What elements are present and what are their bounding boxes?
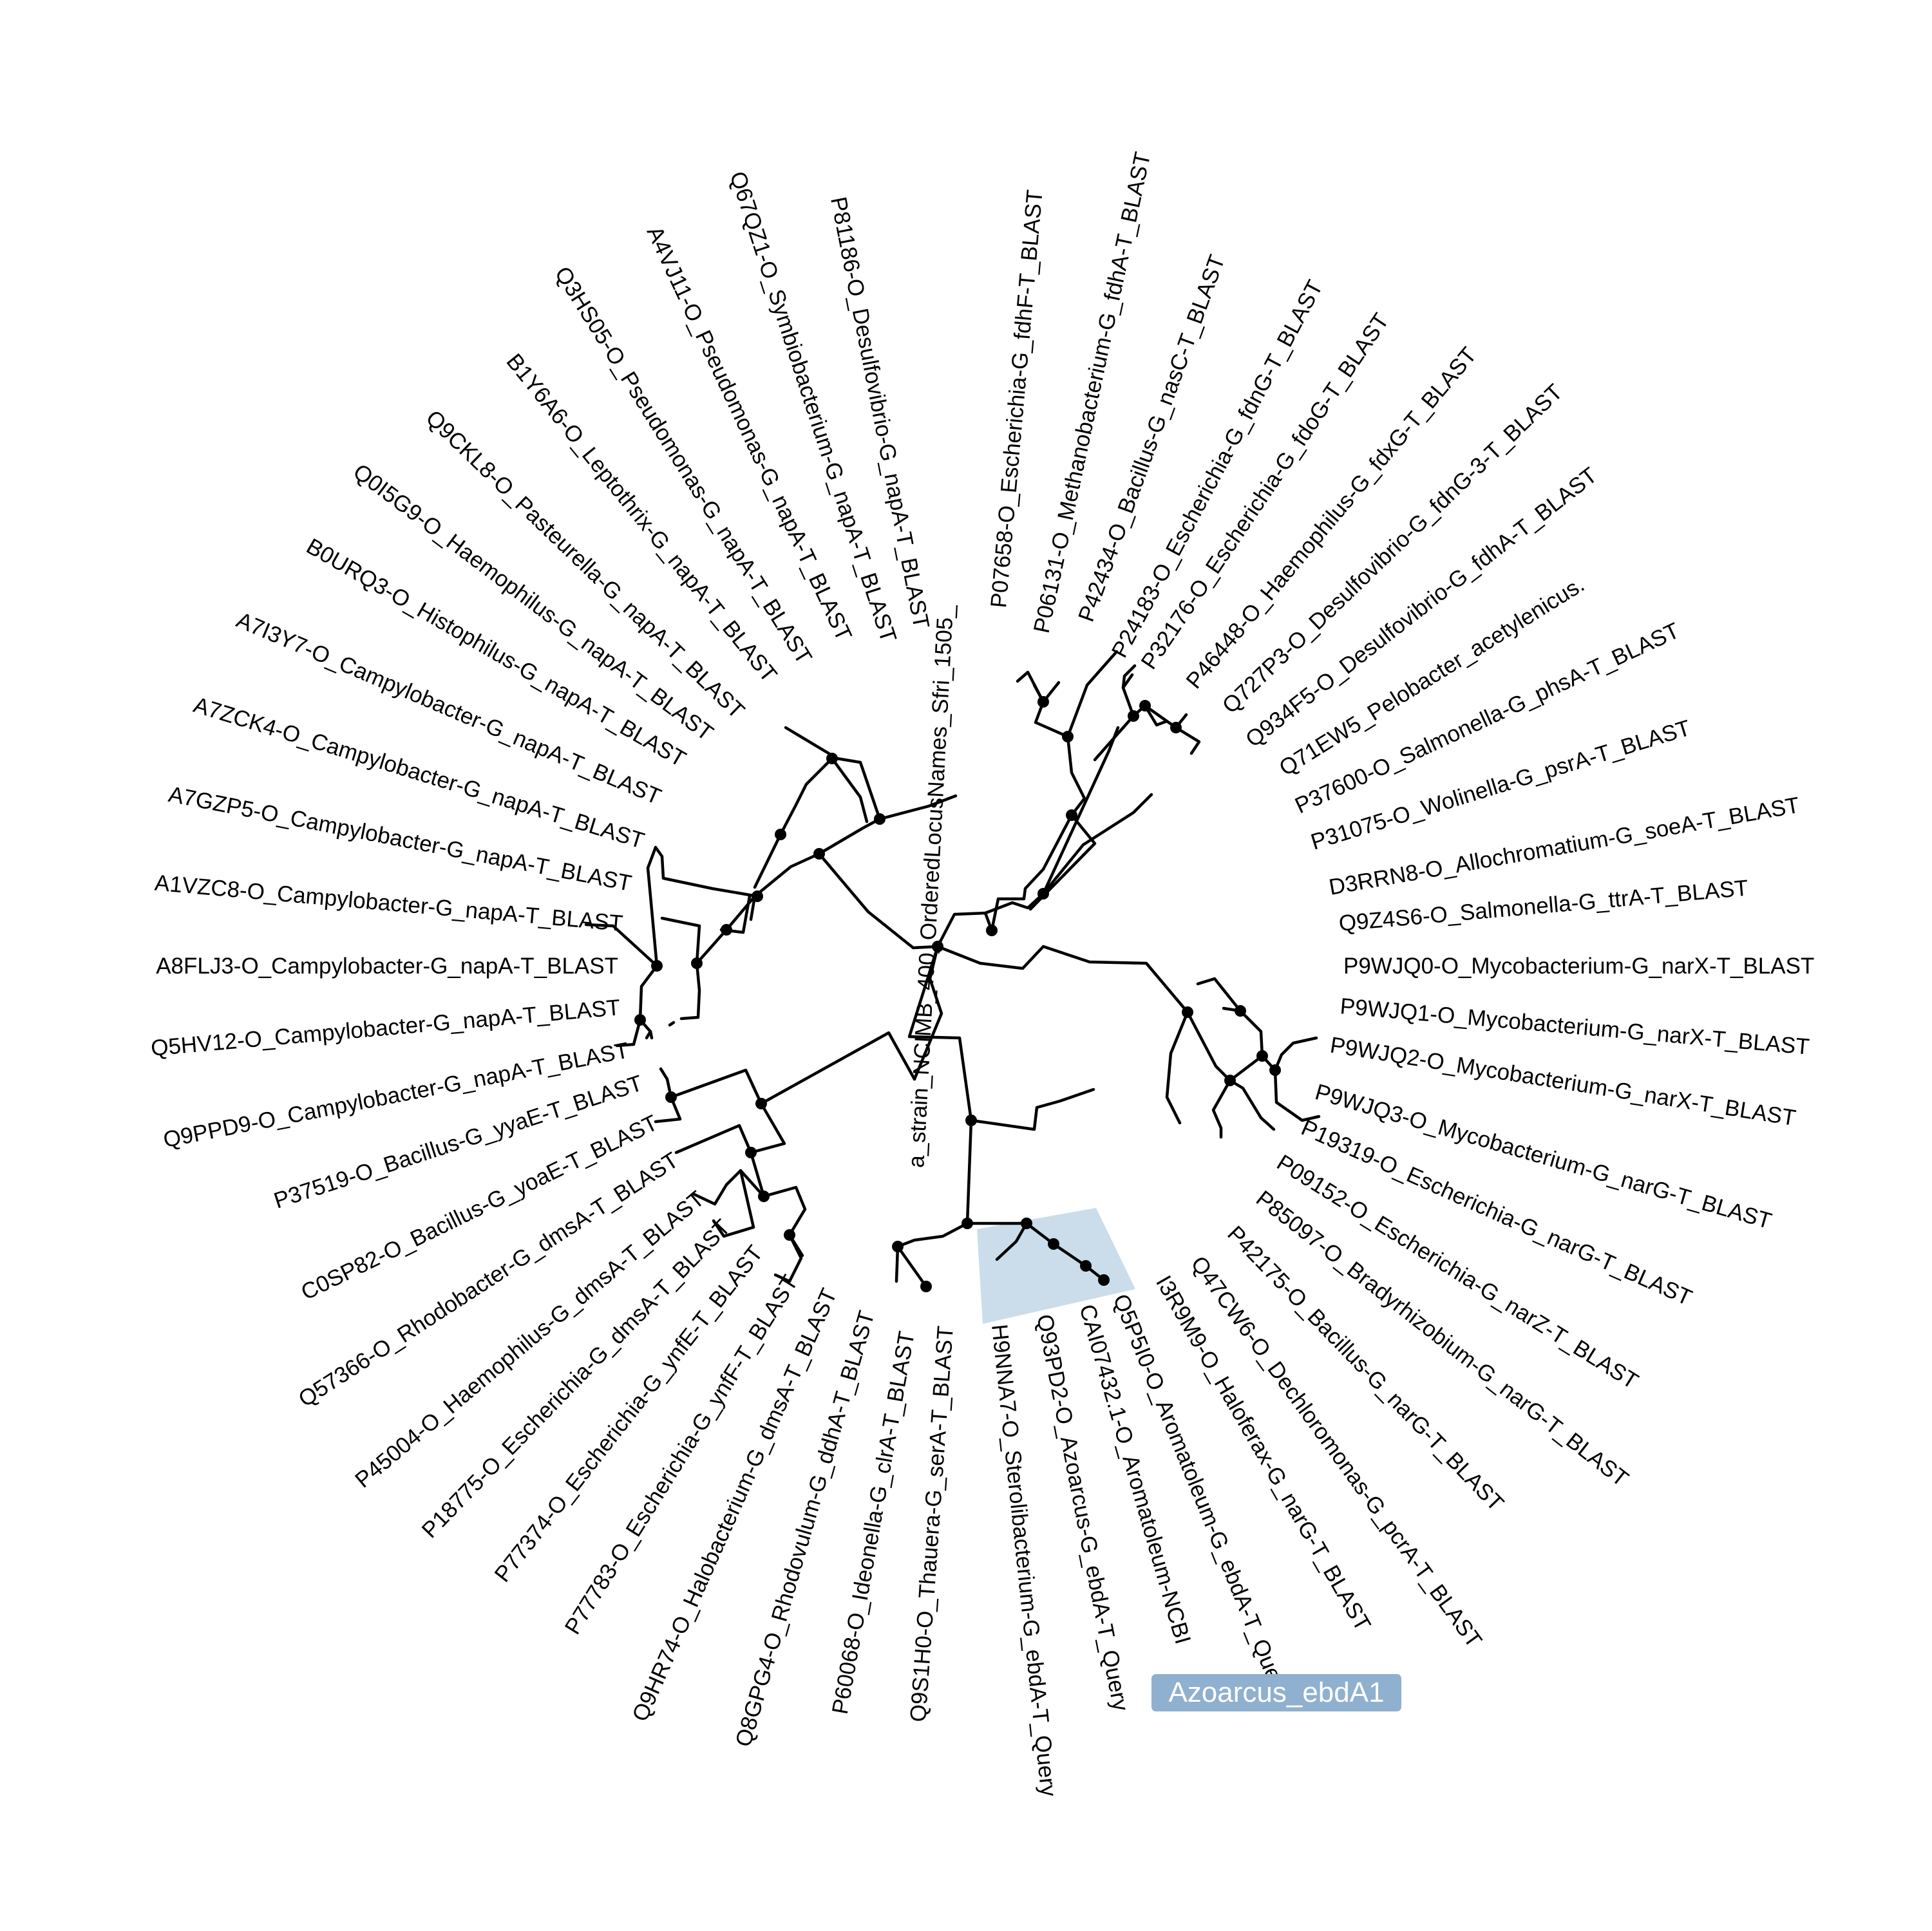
tree-node bbox=[691, 957, 703, 969]
tree-node bbox=[651, 960, 663, 972]
tree-node bbox=[1224, 1075, 1236, 1086]
leaf-label: P9WJQ0-O_Mycobacterium-G_narX-T_BLAST bbox=[1343, 954, 1814, 979]
tree-node bbox=[1139, 700, 1151, 711]
query-clade-branches bbox=[892, 945, 1110, 1292]
tree-node bbox=[986, 925, 998, 936]
tree-branches bbox=[584, 650, 1321, 1283]
tree-node bbox=[758, 1191, 770, 1202]
tree-nodes bbox=[634, 696, 1281, 1241]
leaf-label: A8FLJ3-O_Campylobacter-G_napA-T_BLAST bbox=[156, 954, 618, 979]
leaf-label: P06131-O_Methanobacterium-G_fdhA-T_BLAST bbox=[1029, 150, 1156, 636]
tree-node bbox=[1080, 1260, 1092, 1272]
leaf-labels: a_strain_NCIMB_400_OrderedLocusNames_Sfr… bbox=[150, 150, 1815, 1798]
clade-label-text: Azoarcus_ebdA1 bbox=[1168, 1677, 1384, 1708]
tree-node bbox=[1182, 1006, 1193, 1018]
tree-node bbox=[1037, 888, 1049, 900]
tree-node bbox=[775, 829, 786, 840]
tree-node bbox=[813, 848, 825, 860]
tree-node bbox=[1128, 710, 1139, 722]
leaf-label: Q5HV12-O_Campylobacter-G_napA-T_BLAST bbox=[150, 995, 621, 1061]
leaf-label: Q9S1H0-O_Thauera-G_serA-T_BLAST bbox=[905, 1325, 958, 1723]
tree-node bbox=[1048, 1238, 1059, 1250]
tree-node bbox=[634, 1014, 646, 1026]
highlighted-clade-wedge bbox=[977, 1208, 1135, 1324]
tree-node bbox=[1256, 1050, 1268, 1062]
tree-node bbox=[1066, 809, 1077, 821]
tree-node bbox=[745, 1147, 757, 1158]
tree-node bbox=[874, 813, 886, 825]
tree-node bbox=[752, 890, 763, 902]
tree-node bbox=[1037, 696, 1049, 708]
leaf-label: P07658-O_Escherichia-G_fdhF-T_BLAST bbox=[986, 189, 1048, 609]
tree-node bbox=[665, 1091, 677, 1103]
tree-node bbox=[1235, 1005, 1246, 1017]
tree-node bbox=[1269, 1064, 1281, 1076]
tree-node bbox=[721, 924, 732, 936]
tree-node bbox=[755, 1098, 767, 1109]
tree-node bbox=[1170, 722, 1182, 733]
tree-node bbox=[826, 753, 838, 764]
clade-label-tag: Azoarcus_ebdA1 bbox=[1151, 1674, 1401, 1711]
tree-node bbox=[1062, 731, 1074, 742]
leaf-label: a_strain_NCIMB_400_OrderedLocusNames_Sfr… bbox=[904, 604, 958, 1169]
tree-node bbox=[784, 1229, 795, 1241]
tree-node bbox=[961, 1218, 973, 1229]
tree-node bbox=[1021, 1218, 1032, 1229]
tree-node bbox=[892, 1241, 904, 1252]
tree-node bbox=[965, 1115, 977, 1126]
leaf-label: P81186-O_Desulfovibrio-G_napA-T_BLAST bbox=[826, 194, 934, 630]
tree-node bbox=[920, 1281, 932, 1292]
tree-node bbox=[1098, 1274, 1110, 1286]
clade-label-background bbox=[1151, 1674, 1401, 1711]
